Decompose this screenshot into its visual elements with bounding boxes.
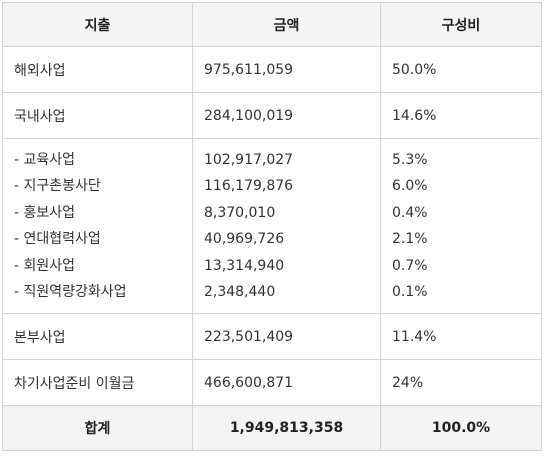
table-row: 국내사업 284,100,019 14.6% [2, 92, 542, 139]
sub-items-row: - 교육사업 - 지구촌봉사단 - 홍보사업 - 연대협력사업 - 회원사업 -… [2, 138, 542, 314]
total-row: 합계 1,949,813,358 100.0% [2, 405, 542, 451]
sub-item-amount: 2,348,440 [204, 284, 276, 300]
sub-item-label: - 지구촌봉사단 [14, 178, 101, 194]
sub-item-label: - 회원사업 [14, 257, 76, 274]
sub-item-ratio: 5.3% [392, 151, 428, 168]
header-row: 지출 금액 구성비 [2, 2, 542, 47]
table-row: 차기사업준비 이월금 466,600,871 24% [2, 359, 542, 406]
sub-items-ratios: 5.3% 6.0% 0.4% 2.1% 0.7% 0.1% [380, 138, 542, 314]
sub-item-ratio: 6.0% [392, 178, 428, 194]
sub-items-amounts: 102,917,027 116,179,876 8,370,010 40,969… [192, 138, 381, 314]
total-label: 합계 [2, 405, 193, 451]
header-amount: 금액 [192, 2, 381, 47]
row-label: 국내사업 [2, 92, 193, 139]
total-ratio: 100.0% [380, 405, 542, 451]
row-label: 해외사업 [2, 46, 193, 93]
sub-item-amount: 8,370,010 [204, 204, 276, 221]
sub-item-amount: 102,917,027 [204, 151, 294, 168]
sub-item-label: - 교육사업 [14, 151, 76, 168]
row-ratio: 11.4% [380, 313, 542, 360]
row-amount: 466,600,871 [192, 359, 381, 406]
sub-item-label: - 홍보사업 [14, 204, 76, 221]
header-ratio: 구성비 [380, 2, 542, 47]
row-amount: 975,611,059 [192, 46, 381, 93]
total-amount: 1,949,813,358 [192, 405, 381, 451]
sub-item-ratio: 0.4% [392, 204, 428, 221]
sub-item-amount: 13,314,940 [204, 257, 285, 274]
sub-item-ratio: 0.7% [392, 257, 428, 274]
row-ratio: 14.6% [380, 92, 542, 139]
table-row: 본부사업 223,501,409 11.4% [2, 313, 542, 360]
sub-item-amount: 116,179,876 [204, 178, 294, 194]
row-label: 본부사업 [2, 313, 193, 360]
sub-item-amount: 40,969,726 [204, 231, 285, 247]
sub-item-label: - 연대협력사업 [14, 231, 101, 247]
sub-item-label: - 직원역량강화사업 [14, 284, 127, 300]
row-amount: 284,100,019 [192, 92, 381, 139]
row-amount: 223,501,409 [192, 313, 381, 360]
header-category: 지출 [2, 2, 193, 47]
expenditure-table: 지출 금액 구성비 해외사업 975,611,059 50.0% 국내사업 28… [2, 2, 542, 451]
row-ratio: 50.0% [380, 46, 542, 93]
row-ratio: 24% [380, 359, 542, 406]
sub-item-ratio: 2.1% [392, 231, 428, 247]
sub-items-labels: - 교육사업 - 지구촌봉사단 - 홍보사업 - 연대협력사업 - 회원사업 -… [2, 138, 193, 314]
row-label: 차기사업준비 이월금 [2, 359, 193, 406]
sub-item-ratio: 0.1% [392, 284, 428, 300]
table-row: 해외사업 975,611,059 50.0% [2, 46, 542, 93]
